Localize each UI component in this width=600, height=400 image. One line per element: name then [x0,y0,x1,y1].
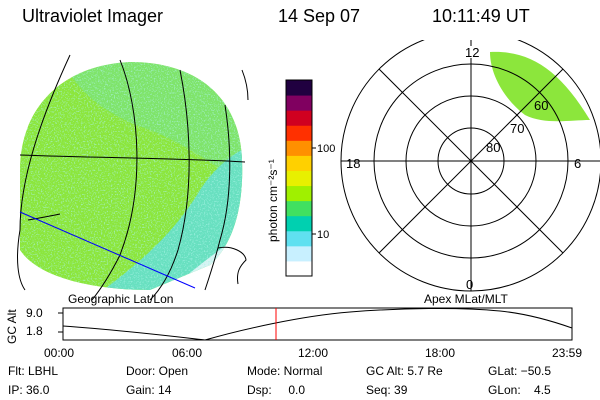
time-label: 10:11:49 UT [432,6,530,26]
polar-aurora-region [490,51,590,122]
x-tick-2359: 23:59 [552,346,583,360]
mlt-line-diag [378,68,564,254]
lat-label-70: 70 [510,121,524,136]
colorbar-scale [286,80,312,277]
colorbar-segment [286,95,312,111]
globe-image [17,54,249,300]
mlt-label-12: 12 [465,45,479,60]
colorbar-segment [286,215,312,232]
info-gain: Gain: 14 [126,383,172,397]
coast-line [241,69,249,101]
info-gcalt: GC Alt: 5.7 Re [366,364,443,378]
colorbar-frame [285,79,313,277]
altitude-curve [62,307,573,341]
meridian-line [91,59,138,300]
timeline-frame [62,307,573,341]
lat-label-80: 80 [486,140,500,155]
y-tick-label-low: 1.8 [26,324,43,338]
colorbar-segment [286,230,312,247]
meridian-line [17,54,71,291]
colorbar-tick-10: 10 [317,229,329,241]
meridian-line [204,104,231,291]
parallel-line [19,154,246,163]
mlt-label-0: 0 [466,277,473,292]
colorbar-segment [286,80,312,96]
x-tick-1200: 12:00 [298,346,329,360]
colorbar-segment [286,260,312,277]
x-tick-1800: 18:00 [425,346,456,360]
info-mode: Mode: Normal [247,364,323,378]
timeline-axis-label: GC Alt [5,309,19,344]
mlt-label-6: 6 [574,156,581,171]
noise-texture [20,62,243,290]
info-flt: Flt: LBHL [8,364,59,378]
polar-label: Apex MLat/MLT [424,292,508,306]
info-seq: Seq: 39 [366,383,408,397]
info-glat: GLat: −50.5 [488,364,552,378]
instrument-title: Ultraviolet Imager [22,6,164,26]
polar-aurora [490,51,590,122]
satellite-track [19,211,196,289]
globe-label: Geographic Lat/Lon [68,292,174,306]
meridian-line [149,69,190,300]
info-ip: IP: 36.0 [8,383,50,397]
colorbar-segment [286,170,312,187]
mlt-label-18: 18 [346,156,360,171]
aurora-emission [20,62,243,290]
lat-label-60: 60 [534,98,548,113]
info-glon: GLon: 4.5 [488,383,551,397]
colorbar-tick-100: 100 [317,143,335,155]
colorbar-segment [286,140,312,156]
y-tick-label-high: 9.0 [26,306,43,320]
geo-grid [17,54,249,300]
colorbar-segment [286,110,312,126]
date-label: 14 Sep 07 [278,6,361,26]
parallel-line [27,213,61,221]
polar-plot: 12 0 18 6 60 70 80 [340,40,600,292]
label-backdrop [465,46,479,58]
x-tick-0000: 00:00 [44,346,75,360]
colorbar-segment [286,155,312,171]
colorbar-unit-label: photon cm⁻²s⁻¹ [266,159,280,242]
info-door: Door: Open [126,364,189,378]
colorbar-segment [286,245,312,262]
colorbar-segment [286,200,312,217]
x-tick-0600: 06:00 [172,346,203,360]
colorbar: 100 10 photon cm⁻²s⁻¹ [266,79,335,277]
info-dsp: Dsp: 0.0 [247,383,306,397]
altitude-timeline: GC Alt 9.0 1.8 [5,306,573,344]
coast-line [217,246,247,285]
colorbar-segment [286,125,312,141]
colorbar-segment [286,185,312,202]
polar-grid [340,40,600,292]
